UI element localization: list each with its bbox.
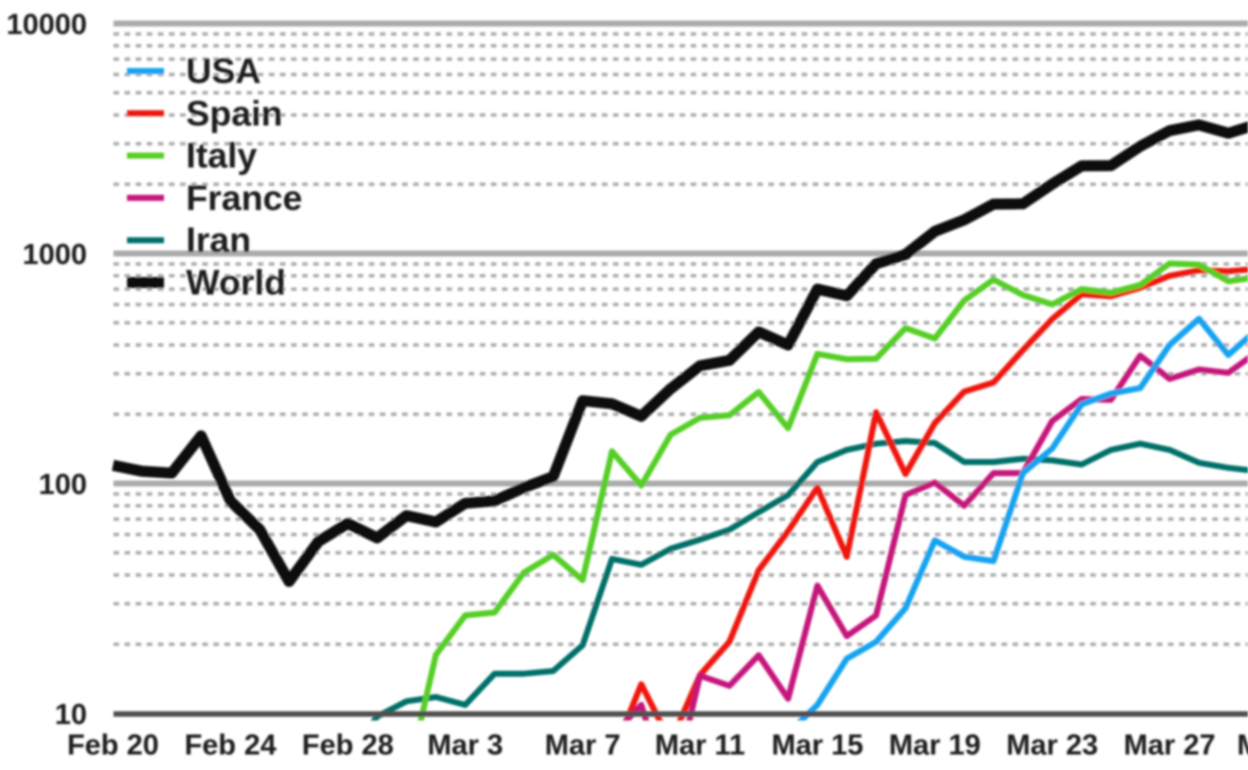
svg-text:USA: USA (186, 51, 261, 91)
svg-text:Mar 27: Mar 27 (1124, 730, 1216, 762)
svg-text:Iran: Iran (186, 220, 251, 260)
svg-text:10000: 10000 (6, 9, 87, 41)
svg-text:Mar 31: Mar 31 (1237, 730, 1248, 762)
svg-text:Mar 3: Mar 3 (427, 730, 503, 762)
svg-text:Spain: Spain (186, 93, 283, 133)
svg-text:Mar 11: Mar 11 (655, 730, 745, 762)
svg-text:100: 100 (39, 469, 87, 501)
svg-text:World: World (186, 263, 286, 303)
svg-text:Feb 28: Feb 28 (302, 730, 394, 762)
svg-text:France: France (186, 178, 302, 218)
svg-text:Mar 23: Mar 23 (1006, 730, 1098, 762)
svg-text:Feb 24: Feb 24 (184, 730, 276, 762)
svg-text:Feb 20: Feb 20 (67, 730, 159, 762)
svg-text:Italy: Italy (186, 136, 257, 176)
svg-text:10: 10 (55, 699, 87, 731)
svg-text:Mar 15: Mar 15 (771, 730, 863, 762)
svg-text:1000: 1000 (22, 239, 87, 271)
svg-text:Mar 19: Mar 19 (889, 730, 981, 762)
svg-text:Mar 7: Mar 7 (545, 730, 621, 762)
